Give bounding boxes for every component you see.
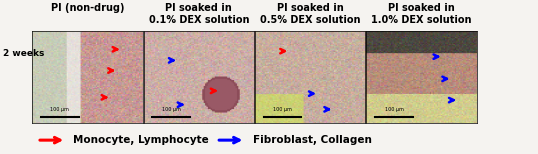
Text: PI soaked in
0.5% DEX solution: PI soaked in 0.5% DEX solution [260,3,360,25]
Text: 100 μm: 100 μm [51,107,69,112]
Text: Fibroblast, Collagen: Fibroblast, Collagen [253,135,371,145]
Text: 2 weeks: 2 weeks [3,49,44,58]
Text: PI soaked in
0.1% DEX solution: PI soaked in 0.1% DEX solution [148,3,249,25]
Text: Monocyte, Lymphocyte: Monocyte, Lymphocyte [73,135,209,145]
Text: PI (non-drug): PI (non-drug) [51,3,124,13]
Text: 100 μm: 100 μm [385,107,404,112]
Text: 100 μm: 100 μm [162,107,181,112]
Text: 100 μm: 100 μm [273,107,292,112]
Text: PI soaked in
1.0% DEX solution: PI soaked in 1.0% DEX solution [371,3,472,25]
